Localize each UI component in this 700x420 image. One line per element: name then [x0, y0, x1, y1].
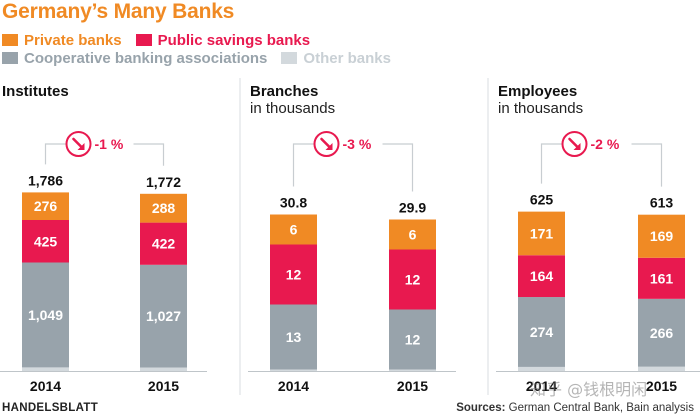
bar-segment-cooperative — [638, 298, 685, 367]
category-label: 2015 — [397, 378, 428, 394]
data-label-public: 422 — [152, 236, 176, 252]
data-label-private: 288 — [152, 200, 176, 216]
category-label: 2014 — [526, 378, 557, 394]
bar-segment-public — [389, 249, 436, 310]
panel-title: Institutes — [2, 83, 69, 100]
data-label-public: 12 — [405, 272, 421, 288]
change-label: -1 % — [95, 136, 124, 152]
change-bracket-left — [540, 143, 564, 184]
legend-label-cooperative: Cooperative banking associations — [24, 49, 268, 67]
category-label: 2014 — [30, 378, 61, 394]
arrow-head — [77, 143, 85, 150]
bar-segment-other — [270, 369, 317, 371]
legend-label-public: Public savings banks — [157, 31, 311, 49]
arrow-head — [325, 143, 333, 150]
bar-segment-other — [518, 366, 565, 371]
total-label: 30.8 — [280, 195, 307, 211]
bar-segment-public — [140, 222, 187, 265]
watermark: 知乎 @钱根明闲 — [530, 380, 648, 399]
bar-segment-private — [638, 214, 685, 258]
legend-swatch-other — [281, 52, 298, 64]
source-label: Sources: — [456, 402, 506, 414]
legend-item-cooperative: Cooperative banking associations — [2, 50, 267, 67]
data-label-cooperative: 274 — [530, 324, 554, 340]
legend: Private banks Public savings banks Coope… — [2, 31, 405, 67]
change-bracket-right — [382, 143, 414, 192]
data-label-public: 12 — [286, 267, 302, 283]
legend-label-private: Private banks — [24, 31, 122, 49]
total-label: 29.9 — [399, 200, 426, 216]
change-label: -2 % — [591, 136, 620, 152]
data-label-cooperative: 266 — [650, 325, 674, 341]
bar-segment-private — [389, 219, 436, 250]
data-label-private: 169 — [650, 228, 674, 244]
panel-subtitle: in thousands — [250, 100, 335, 117]
data-label-private: 171 — [530, 225, 554, 241]
change-bracket-left — [44, 143, 68, 165]
change-bracket-right — [631, 143, 663, 187]
data-label-public: 161 — [650, 270, 674, 286]
total-label: 1,786 — [28, 172, 63, 188]
data-label-public: 164 — [530, 268, 554, 284]
legend-swatch-cooperative — [2, 52, 18, 64]
panel-title: Branches — [250, 83, 318, 100]
data-label-cooperative: 1,049 — [28, 307, 63, 323]
legend-swatch-public — [135, 34, 152, 46]
data-label-cooperative: 1,027 — [146, 308, 181, 324]
legend-label-other: Other banks — [303, 49, 391, 67]
change-bracket-left — [292, 143, 316, 187]
bar-segment-public — [638, 257, 685, 299]
bar-segment-private — [518, 211, 565, 256]
bar-segment-cooperative — [518, 297, 565, 367]
panel-subtitle: in thousands — [498, 100, 583, 117]
bar-segment-private — [22, 192, 69, 220]
category-label: 2015 — [646, 378, 677, 394]
bar-segment-public — [22, 220, 69, 263]
chart-title: Germany’s Many Banks — [2, 0, 235, 23]
legend-item-private: Private banks — [2, 32, 122, 49]
source-note: Sources: German Central Bank, Bain analy… — [456, 402, 694, 414]
bar-segment-cooperative — [270, 304, 317, 370]
change-bracket-right — [133, 143, 165, 166]
category-label: 2015 — [148, 378, 179, 394]
bar-segment-cooperative — [22, 262, 69, 368]
bar-segment-other — [638, 366, 685, 371]
bar-segment-other — [140, 367, 187, 371]
data-label-private: 276 — [34, 198, 58, 214]
bar-segment-public — [270, 244, 317, 305]
data-label-private: 6 — [409, 227, 417, 243]
legend-item-other: Other banks — [281, 50, 391, 67]
bar-segment-cooperative — [389, 309, 436, 370]
source-text: German Central Bank, Bain analysis — [508, 402, 694, 414]
total-label: 613 — [650, 195, 674, 211]
bar-segment-private — [270, 214, 317, 245]
legend-item-public: Public savings banks — [135, 31, 311, 49]
category-label: 2014 — [278, 378, 309, 394]
total-label: 1,772 — [146, 174, 181, 190]
bar-segment-cooperative — [140, 264, 187, 368]
bar-segment-private — [140, 193, 187, 223]
total-label: 625 — [530, 192, 554, 208]
data-label-private: 6 — [290, 222, 298, 238]
data-label-public: 425 — [34, 233, 58, 249]
arrow-head — [573, 143, 581, 150]
bar-segment-other — [389, 369, 436, 371]
publisher-label: HANDELSBLATT — [2, 402, 99, 414]
legend-swatch-private — [2, 34, 18, 46]
panel-title: Employees — [498, 83, 577, 100]
bar-segment-public — [518, 255, 565, 298]
data-label-cooperative: 12 — [405, 332, 421, 348]
change-label: -3 % — [343, 136, 372, 152]
data-label-cooperative: 13 — [286, 329, 302, 345]
bar-segment-other — [22, 367, 69, 371]
